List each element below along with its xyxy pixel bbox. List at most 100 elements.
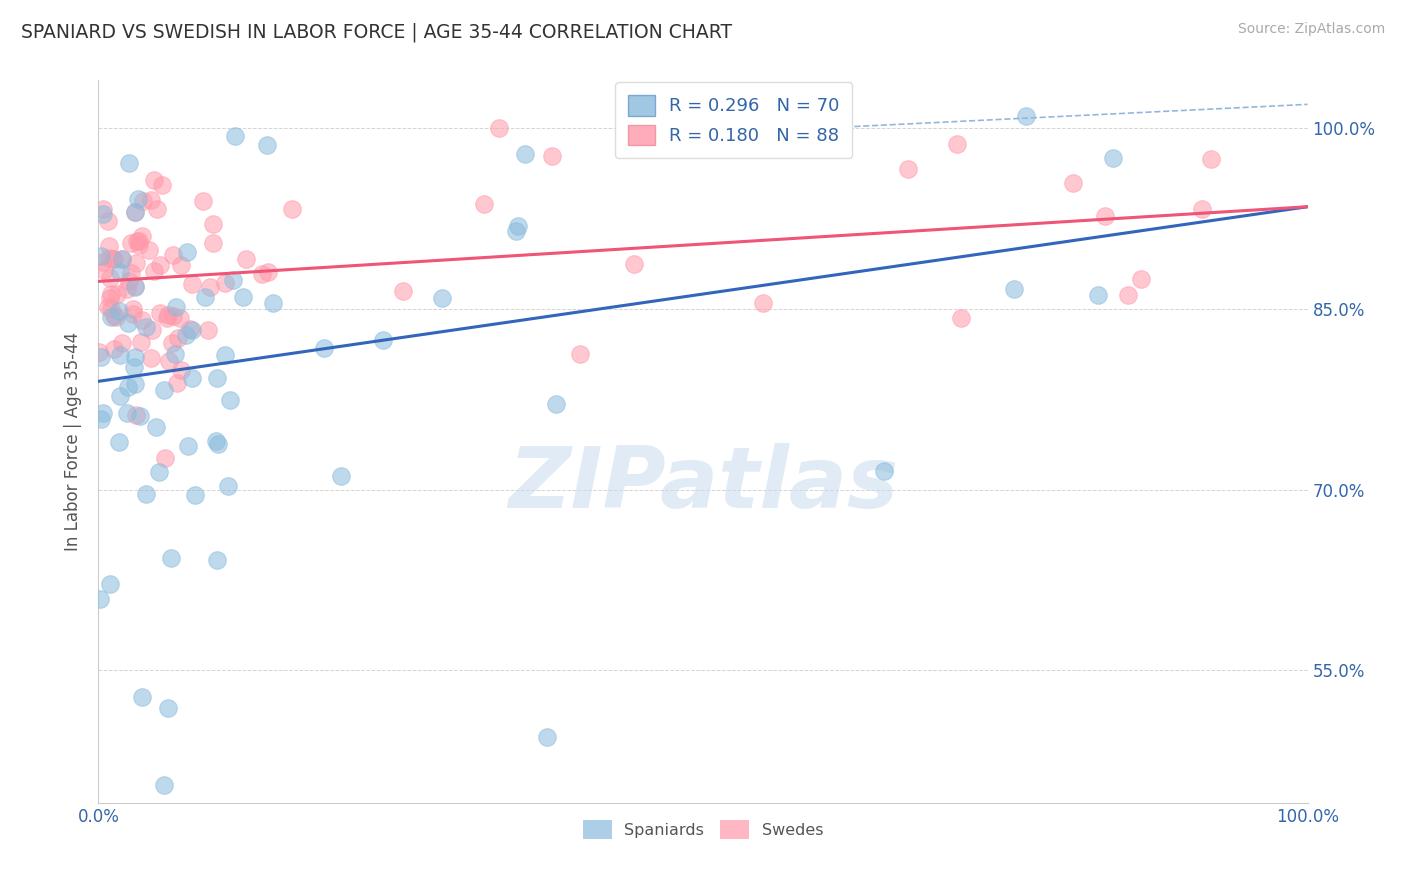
Point bbox=[544, 397, 567, 411]
Point bbox=[124, 204, 146, 219]
Point bbox=[111, 336, 134, 351]
Point bbox=[103, 342, 125, 356]
Text: Source: ZipAtlas.com: Source: ZipAtlas.com bbox=[1237, 22, 1385, 37]
Point bbox=[97, 214, 120, 228]
Point bbox=[124, 279, 146, 293]
Point bbox=[201, 217, 224, 231]
Point bbox=[117, 379, 139, 393]
Point bbox=[90, 249, 112, 263]
Point bbox=[122, 359, 145, 374]
Point bbox=[156, 310, 179, 325]
Point bbox=[314, 341, 336, 355]
Point bbox=[108, 304, 131, 318]
Point bbox=[93, 262, 115, 277]
Point bbox=[193, 194, 215, 209]
Point bbox=[90, 411, 112, 425]
Point bbox=[193, 290, 215, 304]
Point bbox=[131, 690, 153, 705]
Point bbox=[148, 465, 170, 479]
Point bbox=[371, 333, 394, 347]
Point bbox=[177, 439, 200, 453]
Point bbox=[91, 207, 114, 221]
Point bbox=[124, 408, 146, 422]
Point bbox=[568, 347, 591, 361]
Point bbox=[132, 194, 155, 208]
Point bbox=[167, 331, 190, 345]
Point bbox=[138, 244, 160, 258]
Point bbox=[162, 248, 184, 262]
Point bbox=[181, 277, 204, 292]
Point bbox=[330, 469, 353, 483]
Point bbox=[1118, 288, 1140, 302]
Point bbox=[170, 363, 193, 377]
Point bbox=[124, 351, 146, 365]
Point bbox=[156, 701, 179, 715]
Point bbox=[127, 235, 149, 249]
Point bbox=[100, 310, 122, 325]
Point bbox=[108, 389, 131, 403]
Point bbox=[111, 252, 134, 266]
Point bbox=[623, 257, 645, 271]
Point bbox=[135, 320, 157, 334]
Point bbox=[143, 264, 166, 278]
Point bbox=[150, 178, 173, 192]
Point bbox=[131, 312, 153, 326]
Point bbox=[1087, 288, 1109, 302]
Point bbox=[197, 323, 219, 337]
Point bbox=[536, 730, 558, 744]
Point bbox=[472, 197, 495, 211]
Point bbox=[120, 266, 142, 280]
Point bbox=[165, 301, 187, 315]
Point bbox=[252, 267, 274, 281]
Point bbox=[98, 577, 121, 591]
Point bbox=[207, 437, 229, 451]
Point bbox=[184, 488, 207, 502]
Point bbox=[100, 287, 122, 301]
Point bbox=[153, 383, 176, 397]
Point bbox=[89, 345, 111, 359]
Point bbox=[256, 137, 278, 152]
Point bbox=[174, 328, 197, 343]
Point bbox=[115, 282, 138, 296]
Point bbox=[181, 371, 204, 385]
Point bbox=[91, 255, 114, 269]
Point bbox=[153, 778, 176, 792]
Point bbox=[488, 121, 510, 136]
Point bbox=[141, 323, 163, 337]
Point bbox=[103, 309, 125, 323]
Point bbox=[949, 310, 972, 325]
Point bbox=[946, 136, 969, 151]
Point bbox=[224, 128, 246, 143]
Point bbox=[146, 202, 169, 216]
Point bbox=[101, 252, 124, 267]
Point bbox=[143, 173, 166, 187]
Point bbox=[91, 202, 114, 216]
Point bbox=[176, 244, 198, 259]
Point bbox=[127, 192, 149, 206]
Point bbox=[170, 258, 193, 272]
Point bbox=[214, 276, 236, 290]
Point bbox=[117, 274, 139, 288]
Point bbox=[118, 155, 141, 169]
Point bbox=[166, 376, 188, 390]
Point bbox=[1191, 202, 1213, 216]
Point bbox=[751, 295, 773, 310]
Point bbox=[149, 306, 172, 320]
Point bbox=[505, 224, 527, 238]
Point bbox=[98, 271, 121, 285]
Point bbox=[153, 450, 176, 465]
Point bbox=[89, 592, 111, 607]
Point bbox=[98, 239, 121, 253]
Point bbox=[128, 238, 150, 252]
Point bbox=[117, 406, 139, 420]
Point bbox=[125, 256, 148, 270]
Point bbox=[160, 336, 183, 351]
Point bbox=[129, 409, 152, 424]
Point bbox=[232, 290, 254, 304]
Point bbox=[201, 235, 224, 250]
Point bbox=[97, 301, 120, 315]
Point bbox=[122, 302, 145, 317]
Point bbox=[91, 406, 114, 420]
Point bbox=[281, 202, 304, 216]
Point bbox=[160, 551, 183, 566]
